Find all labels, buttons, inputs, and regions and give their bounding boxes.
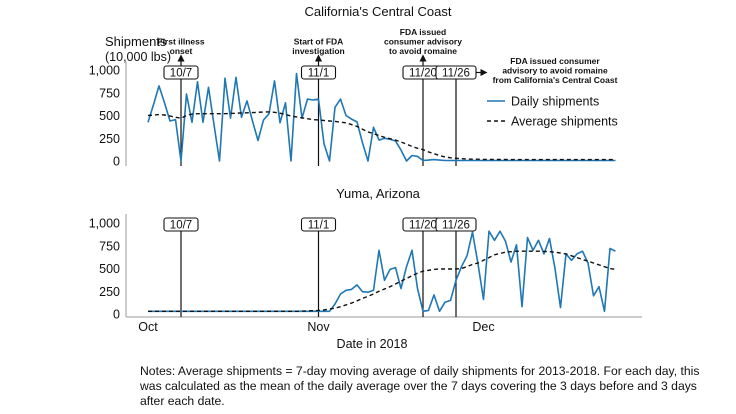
- event-label: 11/26: [442, 220, 470, 232]
- daily-shipments-line: [147, 72, 616, 162]
- y-tick-label: 750: [99, 239, 120, 253]
- event-annotation: from California's Central Coast: [493, 75, 618, 85]
- event-label: 10/7: [170, 220, 192, 232]
- event-annotation: FDA issued consumer: [510, 56, 600, 66]
- x-tick-label: Oct: [138, 320, 158, 334]
- event-label: 11/1: [308, 220, 330, 232]
- y-tick-label: 1,000: [89, 64, 120, 78]
- y-axis-label-unit: (10,000 lbs): [105, 50, 171, 64]
- y-axis-label: Shipments: [105, 34, 167, 49]
- y-tick-label: 250: [99, 285, 120, 299]
- x-tick-label: Dec: [472, 320, 494, 334]
- event-annotation: FDA issued: [400, 27, 446, 37]
- event-annotation: Start of FDA: [294, 37, 344, 47]
- daily-shipments-line: [148, 230, 616, 313]
- event-label: 11/1: [308, 68, 330, 80]
- y-tick-label: 0: [113, 308, 120, 322]
- y-tick-label: 1,000: [89, 217, 120, 231]
- event-label-box: [300, 217, 337, 232]
- x-axis-label: Date in 2018: [337, 337, 408, 351]
- event-annotation: onset: [170, 46, 193, 56]
- event-label: 11/26: [442, 68, 470, 80]
- y-tick-label: 250: [99, 132, 120, 146]
- average-shipments-line: [147, 111, 616, 161]
- event-label: 11/20: [409, 68, 437, 80]
- event-annotation: investigation: [292, 46, 344, 56]
- y-tick-label: 500: [99, 262, 120, 276]
- event-annotation: First illness: [157, 37, 205, 47]
- x-tick-label: Nov: [307, 320, 330, 334]
- y-tick-label: 0: [113, 155, 120, 169]
- event-annotation: to avoid romaine: [389, 46, 457, 56]
- chart-title: Yuma, Arizona: [336, 186, 421, 201]
- legend-daily-label: Daily shipments: [511, 95, 599, 109]
- event-label: 11/20: [409, 220, 437, 232]
- y-tick-label: 500: [99, 109, 120, 123]
- y-tick-label: 750: [99, 86, 120, 100]
- average-shipments-line: [148, 250, 616, 312]
- event-label-box: [163, 217, 199, 232]
- event-annotation: consumer advisory: [384, 37, 462, 47]
- legend-average-label: Average shipments: [511, 115, 618, 129]
- chart-title: California's Central Coast: [305, 4, 452, 19]
- event-label-box: [435, 217, 477, 232]
- event-label: 10/7: [170, 68, 192, 80]
- chart-notes: Notes: Average shipments = 7-day moving …: [140, 364, 700, 408]
- event-annotation: advisory to avoid romaine: [502, 66, 608, 76]
